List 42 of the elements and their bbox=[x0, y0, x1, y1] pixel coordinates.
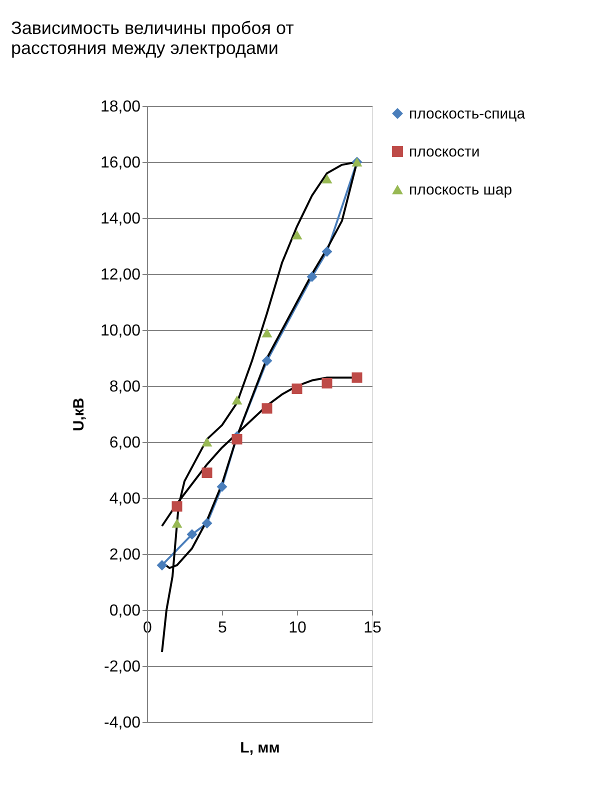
y-tick-label: 2,00 bbox=[109, 546, 141, 564]
y-tick-label: -4,00 bbox=[104, 714, 141, 732]
point bbox=[202, 437, 212, 447]
text: Зависимость величины пробоя от bbox=[10, 18, 294, 38]
legend-label: плоскость-спица bbox=[409, 106, 526, 122]
point bbox=[232, 434, 242, 444]
point bbox=[262, 328, 272, 338]
x-tick-label: 5 bbox=[218, 620, 228, 636]
y-tick-label: 4,00 bbox=[109, 490, 141, 508]
y-tick-label: 14,00 bbox=[100, 210, 141, 228]
y-tick-label: 10,00 bbox=[100, 322, 141, 340]
point bbox=[306, 272, 318, 282]
y-tick-label: 16,00 bbox=[100, 154, 141, 172]
point bbox=[186, 529, 198, 540]
point bbox=[172, 501, 182, 512]
point bbox=[322, 378, 332, 388]
legend-label: плоскость шар bbox=[409, 182, 512, 198]
point bbox=[322, 246, 332, 257]
point bbox=[156, 560, 168, 570]
point bbox=[202, 518, 212, 528]
text: расстояния между электродами bbox=[10, 38, 278, 58]
point bbox=[202, 468, 212, 478]
y-tick-label: 18,00 bbox=[100, 98, 141, 116]
point bbox=[172, 518, 182, 528]
point bbox=[322, 174, 332, 184]
y-tick-label: 12,00 bbox=[100, 266, 141, 284]
legend-label: плоскости bbox=[409, 144, 480, 160]
y-tick-label: 0,00 bbox=[109, 602, 141, 620]
x-axis-title: L, мм bbox=[240, 740, 280, 756]
x-tick-label: 15 bbox=[364, 620, 382, 636]
y-tick-label: 6,00 bbox=[109, 434, 141, 452]
point bbox=[292, 230, 302, 240]
y-tick-label: -2,00 bbox=[104, 658, 141, 676]
x-tick-label: 10 bbox=[288, 620, 306, 636]
y-tick-label: 8,00 bbox=[109, 378, 141, 396]
point bbox=[262, 356, 272, 366]
y-axis-title: U,кВ bbox=[70, 398, 88, 432]
point bbox=[292, 384, 302, 394]
point bbox=[352, 372, 362, 383]
point bbox=[232, 395, 242, 405]
point bbox=[216, 482, 228, 492]
point bbox=[262, 403, 272, 414]
